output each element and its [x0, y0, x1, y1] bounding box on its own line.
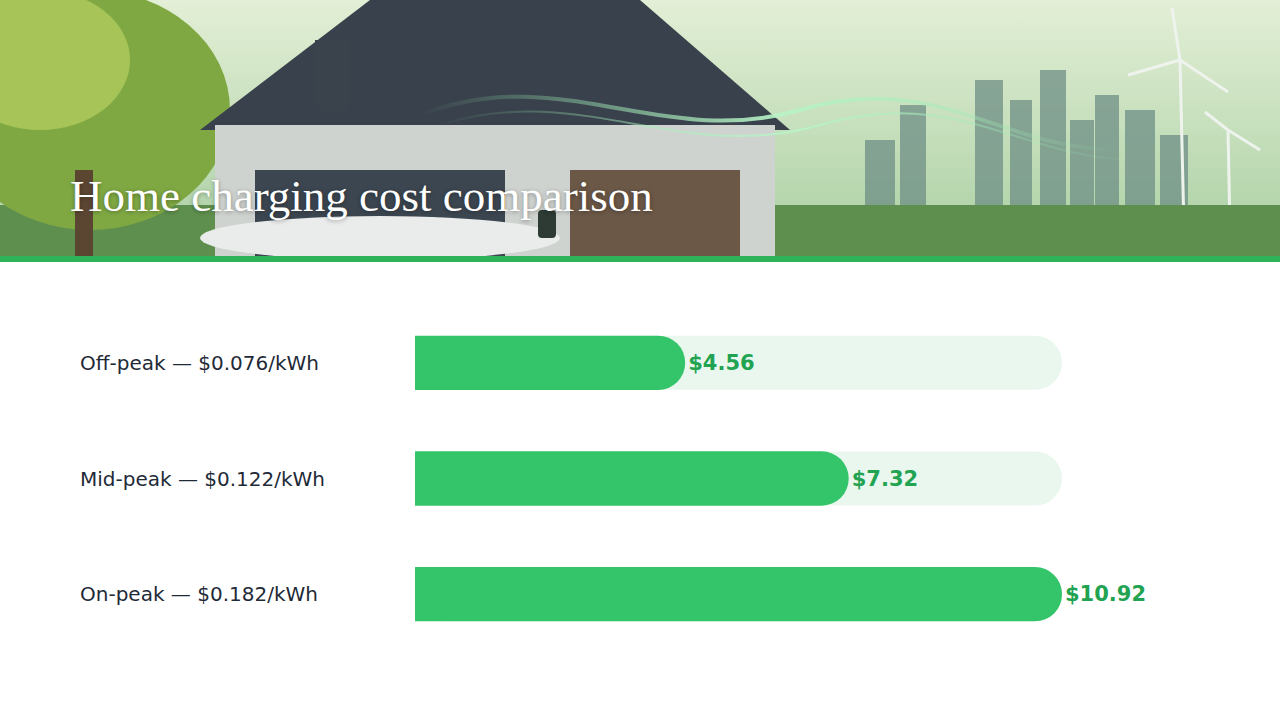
svg-text:$4.56: $4.56	[688, 351, 754, 375]
html-text:Home charging cost comparison: Home charging cost comparison	[70, 171, 653, 221]
svg-text:Off-peak — $0.076/kWh: Off-peak — $0.076/kWh	[80, 351, 319, 375]
svg-text:$10.92: $10.92	[1065, 582, 1146, 606]
svg-text:On-peak — $0.182/kWh: On-peak — $0.182/kWh	[80, 582, 318, 606]
svg-text:$7.32: $7.32	[852, 467, 918, 491]
svg-text:Mid-peak — $0.122/kWh: Mid-peak — $0.122/kWh	[80, 467, 325, 491]
